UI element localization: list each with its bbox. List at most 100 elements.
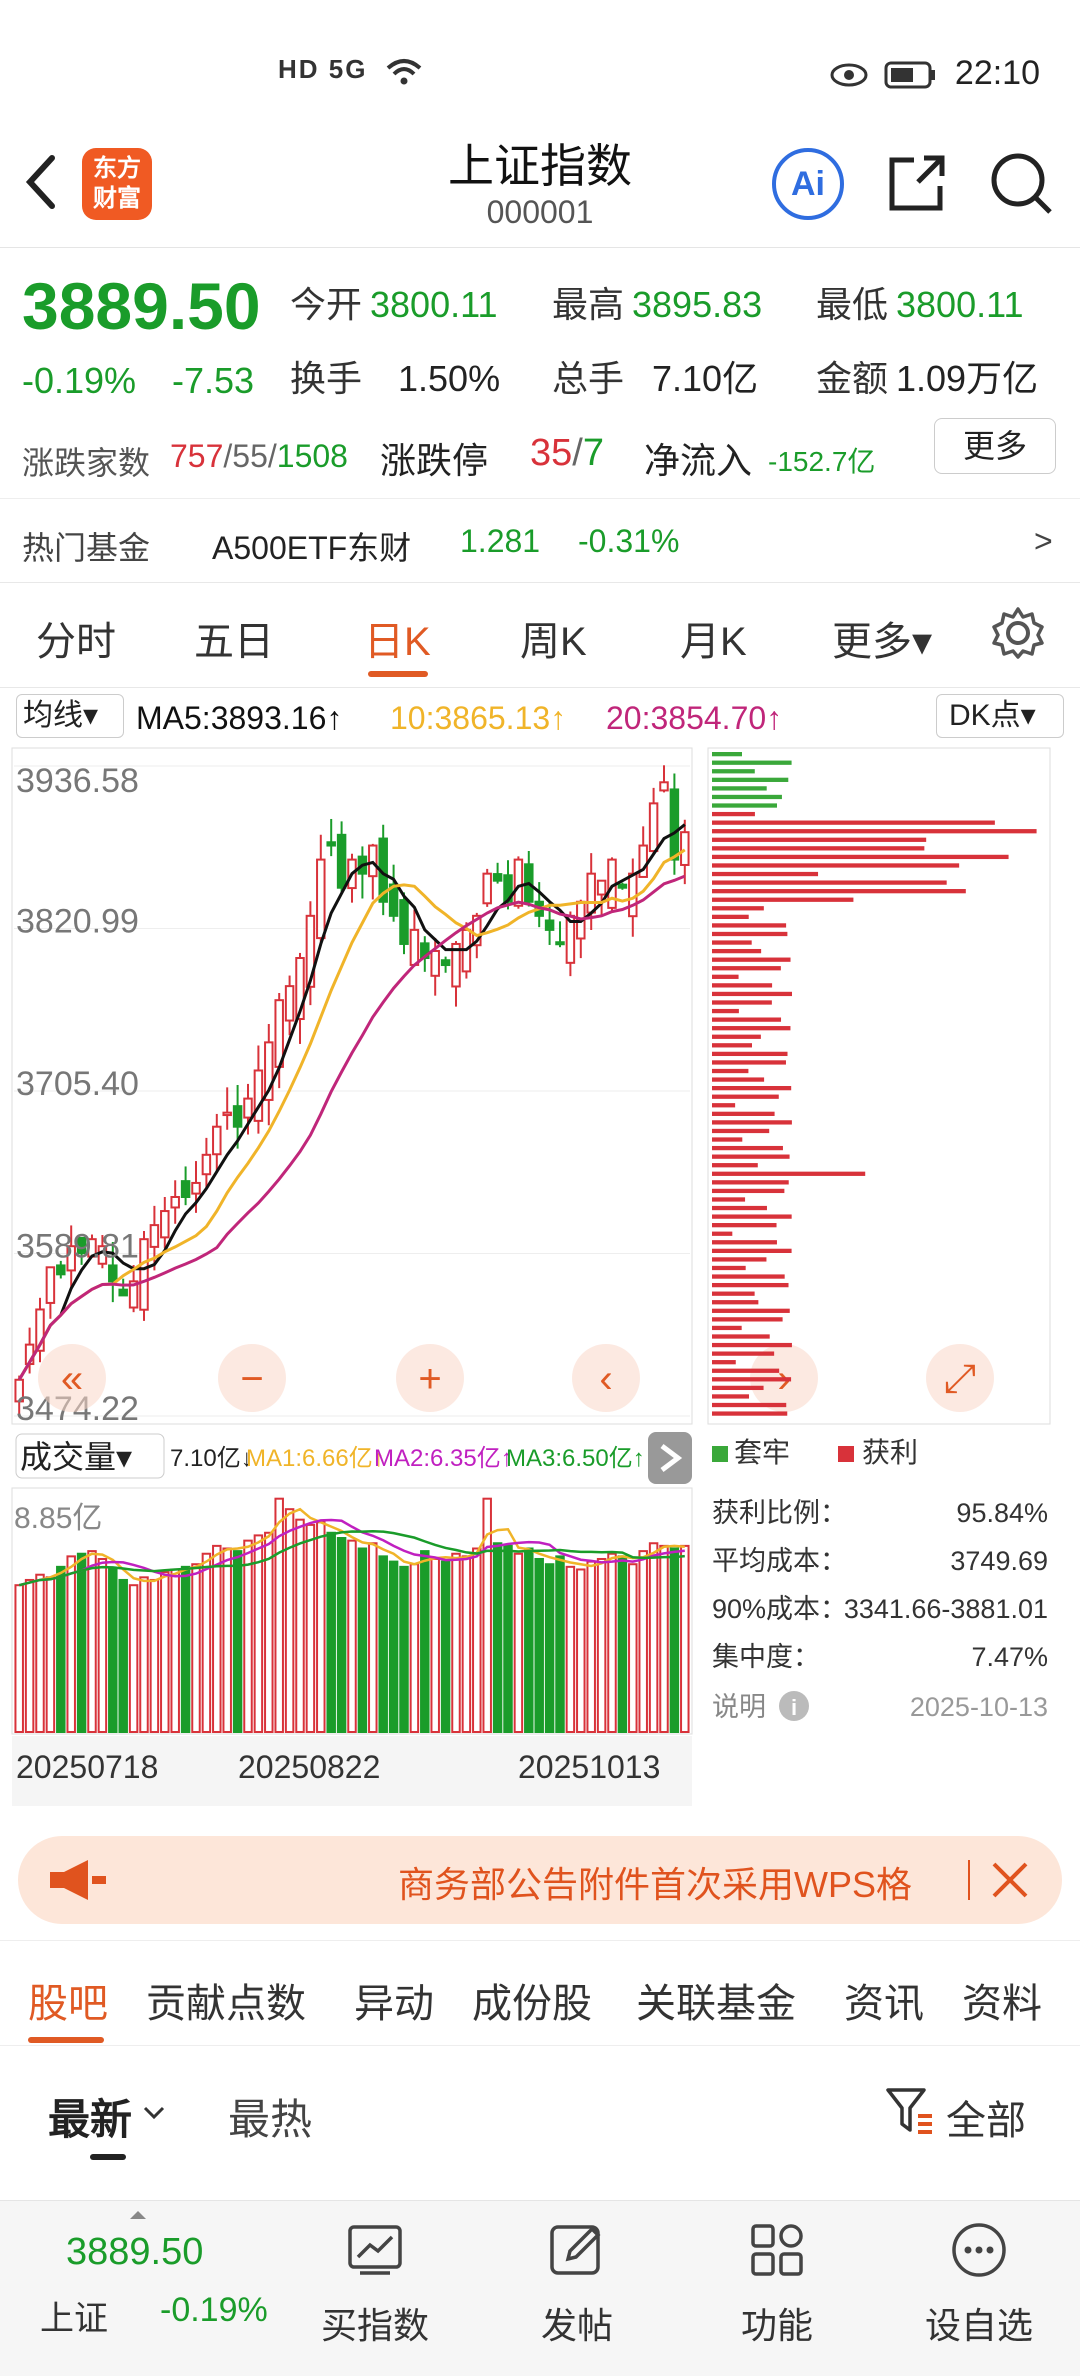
grid-icon xyxy=(751,2224,803,2276)
volume-bar xyxy=(160,1571,170,1733)
dk-point-button[interactable]: DK点▾ xyxy=(936,694,1064,738)
chip-bar xyxy=(712,1308,790,1313)
kline-overlay-buttons[interactable]: «−+‹›⤢ xyxy=(38,1344,994,1412)
tab-related-funds[interactable]: 关联基金 xyxy=(636,1982,796,2026)
info-icon[interactable] xyxy=(779,1691,809,1721)
chip-bar xyxy=(712,820,995,825)
add-watchlist-button[interactable]: 设自选 xyxy=(894,2201,1064,2376)
tab-news[interactable]: 资讯 xyxy=(844,1982,924,2026)
ma-bar: 均线▾ MA5:3893.16↑ 10:3865.13↑ 20:3854.70↑… xyxy=(0,690,1080,746)
note-label[interactable]: 说明 xyxy=(712,1692,766,1722)
candle xyxy=(482,868,492,907)
volume-bar xyxy=(648,1542,659,1733)
volume-bar xyxy=(409,1563,420,1734)
tab-constituents[interactable]: 成份股 xyxy=(472,1982,592,2026)
volume-bar xyxy=(503,1544,513,1734)
back-icon[interactable] xyxy=(22,152,72,212)
overlay-button[interactable]: ‹ xyxy=(572,1344,640,1412)
filter-all[interactable]: 全部 xyxy=(946,2099,1026,2143)
open-value: 3800.11 xyxy=(370,284,498,325)
volume-bar xyxy=(347,1539,357,1733)
volume-bar xyxy=(243,1539,253,1733)
chevron-down-icon xyxy=(143,2106,165,2120)
chip-frame xyxy=(707,747,1051,1425)
candle xyxy=(139,1231,149,1321)
y-tick-label: 3589.81 xyxy=(16,1228,139,1266)
chip-bar xyxy=(712,1188,785,1194)
tab-monthly-k[interactable]: 月K xyxy=(680,620,747,664)
chip-bar xyxy=(712,880,947,885)
volume-ma3: MA3:6.50亿↑ xyxy=(506,1445,645,1472)
index-price: 3889.50 xyxy=(66,2231,204,2273)
sort-latest[interactable]: 最新 xyxy=(48,2096,133,2143)
more-button[interactable]: 更多 xyxy=(934,418,1056,474)
open-stat: 今开 3800.11 xyxy=(290,276,497,328)
buy-index-button[interactable]: 买指数 xyxy=(290,2201,460,2376)
tab-weekly-k[interactable]: 周K xyxy=(520,620,587,664)
chip-bar xyxy=(712,1060,786,1065)
overlay-button[interactable]: + xyxy=(396,1344,464,1412)
volume-bar xyxy=(607,1552,617,1733)
x-label-2: 20250822 xyxy=(238,1749,380,1785)
volume-bar xyxy=(420,1550,430,1734)
candle xyxy=(180,1166,191,1206)
amount-label: 金额 xyxy=(816,358,889,399)
tab-more[interactable]: 更多▾ xyxy=(832,620,933,664)
chip-bar xyxy=(712,769,755,774)
y-tick-label: 3705.40 xyxy=(16,1065,139,1103)
netflow-value: -152.7亿 xyxy=(768,446,876,477)
low-value: 3800.11 xyxy=(896,284,1024,325)
chip-bar xyxy=(712,1291,755,1296)
index-summary[interactable]: 3889.50 上证 -0.19% xyxy=(0,2201,290,2376)
ma20-value: 20:3854.70↑ xyxy=(606,700,783,736)
volume-selector[interactable] xyxy=(15,1433,165,1479)
chip-bar xyxy=(712,1094,779,1099)
gear-icon[interactable] xyxy=(990,605,1046,661)
share-icon[interactable] xyxy=(884,150,950,216)
chip-bar xyxy=(712,1402,787,1408)
tab-contribution[interactable]: 贡献点数 xyxy=(146,1982,306,2026)
tab-forum[interactable]: 股吧 xyxy=(28,1982,108,2026)
candle xyxy=(659,765,669,793)
overlay-button[interactable]: ⤢ xyxy=(926,1344,994,1412)
tab-profile[interactable]: 资料 xyxy=(962,1982,1042,2026)
close-icon[interactable] xyxy=(990,1860,1030,1900)
tab-five-day[interactable]: 五日 xyxy=(194,620,274,664)
news-banner[interactable]: 商务部公告附件首次采用WPS格 xyxy=(18,1836,1062,1924)
overlay-button[interactable]: « xyxy=(38,1344,106,1412)
volume-bar xyxy=(212,1544,222,1734)
post-button[interactable]: 发帖 xyxy=(492,2201,662,2376)
tab-intraday[interactable]: 分时 xyxy=(36,620,116,664)
chip-bar xyxy=(712,846,925,851)
search-icon[interactable] xyxy=(988,150,1054,216)
index-change: -0.19% xyxy=(160,2291,268,2329)
index-name: 上证 xyxy=(40,2300,108,2338)
candle xyxy=(45,1266,56,1319)
volume-bar xyxy=(326,1531,336,1734)
candle xyxy=(264,1024,274,1126)
hot-fund-row[interactable]: 热门基金 A500ETF东财 1.281 -0.31% > xyxy=(0,498,1080,580)
ai-button[interactable]: Ai xyxy=(772,148,844,220)
overlay-button[interactable]: − xyxy=(218,1344,286,1412)
tab-anomaly[interactable]: 异动 xyxy=(354,1982,434,2026)
avg-cost-label: 平均成本： xyxy=(712,1546,847,1576)
svg-text:⤢: ⤢ xyxy=(944,1357,976,1401)
collapse-panel-button[interactable] xyxy=(648,1432,692,1484)
period-tabs: 分时 五日 日K 周K 月K 更多▾ xyxy=(0,582,1080,688)
chip-bar xyxy=(712,863,960,868)
function-button[interactable]: 功能 xyxy=(692,2201,862,2376)
tab-daily-k[interactable]: 日K xyxy=(364,620,431,664)
volume-ma-line xyxy=(18,1518,685,1587)
chip-bar xyxy=(712,1120,792,1125)
sort-hot[interactable]: 最热 xyxy=(228,2096,313,2143)
chip-bar xyxy=(712,803,777,808)
filter-icon[interactable] xyxy=(884,2086,934,2136)
candle xyxy=(492,862,503,884)
volume-chart[interactable]: 成交量▾ 7.10亿↓ MA1:6.66亿↑ MA2:6.35亿↑ MA3:6.… xyxy=(11,1426,693,1806)
ma-selector[interactable]: 均线▾ xyxy=(16,694,124,738)
volume-ma-line xyxy=(18,1507,685,1587)
chip-bar xyxy=(712,760,792,765)
volume-bar xyxy=(388,1560,399,1733)
